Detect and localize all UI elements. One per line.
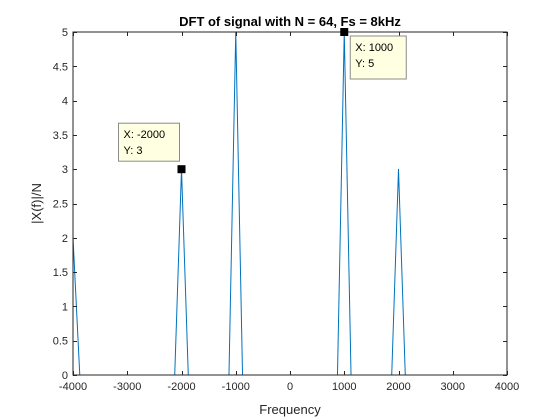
datatip-box [118, 122, 180, 162]
datatip-x-text: X: -2000 [124, 129, 166, 141]
x-tick-label: 2000 [386, 381, 410, 393]
x-axis-label: Frequency [259, 402, 321, 417]
y-tick-label: 3.5 [53, 130, 68, 142]
y-tick-label: 2 [62, 233, 68, 245]
axes-layer: -4000 -3000 -2000 -1000 0 1000 2000 3000 4000 0 0.… [53, 27, 520, 393]
y-tick-label: 1 [62, 301, 68, 313]
x-tick-label: -2000 [167, 381, 195, 393]
datatip-box [349, 35, 407, 80]
x-tick-label: 0 [287, 381, 293, 393]
chart-title: DFT of signal with N = 64, Fs = 8kHz [179, 14, 401, 29]
y-tick-label: 3 [62, 164, 68, 176]
datatip-y-text: Y: 5 [355, 58, 374, 70]
plot-background [73, 32, 507, 375]
y-tick-label: 2.5 [53, 199, 68, 211]
x-tick-label: 1000 [332, 381, 356, 393]
x-tick-label: 3000 [441, 381, 465, 393]
datatip-marker [177, 165, 186, 174]
datatip-y-text: Y: 3 [124, 145, 143, 157]
datatip-x-text: X: 1000 [355, 42, 393, 54]
y-axis-label: |X(f)|/N [29, 183, 44, 224]
x-tick-label: -4000 [59, 381, 87, 393]
datatip-marker [340, 28, 349, 36]
y-tick-label: 1.5 [53, 267, 68, 279]
datatips-layer: X: 1000 Y: 5 X: -2000 Y: 3 [118, 28, 407, 174]
y-tick-label: 4.5 [53, 61, 68, 73]
y-tick-label: 0.5 [53, 336, 68, 348]
y-tick-label: 0 [62, 370, 68, 382]
y-tick-label: 4 [62, 96, 68, 108]
x-tick-label: -1000 [222, 381, 250, 393]
x-tick-label: 4000 [495, 381, 519, 393]
x-tick-label: -3000 [113, 381, 141, 393]
y-tick-label: 5 [62, 27, 68, 39]
